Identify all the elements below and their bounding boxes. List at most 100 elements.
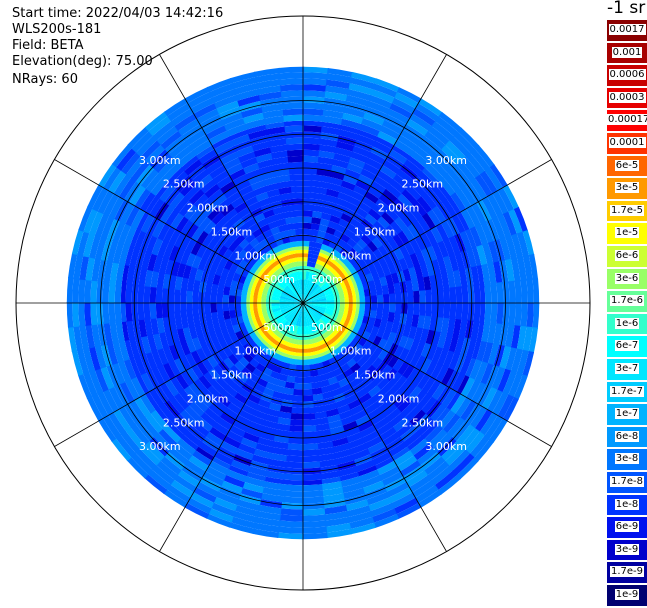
range-bin	[244, 118, 266, 130]
range-bin	[149, 148, 170, 169]
range-bin	[348, 196, 362, 208]
range-bin	[438, 111, 462, 133]
range-bin	[303, 78, 328, 86]
range-bin	[295, 228, 304, 236]
range-bin	[212, 169, 231, 184]
range-bin	[443, 303, 451, 320]
range-bin	[213, 253, 224, 266]
range-bin	[414, 235, 427, 252]
range-bin	[441, 272, 450, 289]
range-bin	[240, 487, 263, 500]
range-bin	[358, 469, 380, 483]
range-bin	[302, 431, 318, 439]
range-bin	[490, 282, 498, 304]
range-bin	[322, 109, 345, 119]
range-bin	[325, 307, 334, 313]
range-bin	[346, 163, 364, 175]
range-bin	[393, 247, 405, 261]
range-bin	[194, 268, 204, 282]
range-bin	[326, 299, 335, 304]
range-bin	[327, 343, 335, 350]
range-bin	[196, 108, 220, 125]
range-bin	[128, 399, 146, 421]
range-bin	[268, 138, 288, 148]
range-bin	[255, 153, 274, 164]
range-bin	[183, 502, 210, 519]
range-bin	[274, 251, 282, 257]
range-bin	[302, 490, 324, 498]
range-bin	[341, 180, 357, 191]
field-label: Field: BETA	[12, 38, 84, 53]
range-bin	[318, 252, 325, 258]
range-bin	[431, 121, 455, 142]
range-bin	[346, 329, 353, 337]
range-bin	[487, 262, 497, 285]
range-bin	[420, 396, 437, 415]
range-bin	[138, 267, 148, 287]
range-bin	[314, 275, 322, 284]
range-bin	[385, 224, 398, 239]
range-bin	[280, 230, 290, 239]
range-bin	[283, 387, 294, 395]
range-bin	[320, 281, 329, 290]
range-bin	[294, 339, 300, 345]
range-bin	[379, 319, 388, 331]
range-bin	[228, 380, 242, 393]
range-bin	[316, 320, 325, 329]
range-bin	[466, 248, 477, 269]
range-bin	[298, 257, 304, 262]
range-bin	[379, 165, 398, 180]
range-bin	[67, 325, 78, 353]
range-bin	[246, 124, 267, 135]
range-bin	[223, 335, 234, 347]
range-bin	[417, 171, 436, 189]
range-bin	[481, 342, 494, 364]
azimuth-spoke	[302, 54, 447, 304]
range-bin	[404, 255, 415, 270]
range-bin	[441, 388, 457, 409]
range-bin	[180, 369, 194, 386]
range-bin	[371, 389, 386, 403]
range-bin	[364, 380, 378, 393]
colorbar-level-label: 1.7e-8	[609, 476, 645, 487]
range-bin	[123, 358, 137, 380]
range-bin	[319, 144, 337, 154]
range-bin	[373, 175, 391, 190]
range-bin	[319, 464, 339, 474]
range-bin	[339, 306, 345, 312]
colorbar-level: 1.7e-9	[607, 562, 647, 585]
range-bin	[259, 357, 269, 368]
range-bin	[220, 180, 237, 194]
range-bin	[492, 323, 503, 346]
range-bin	[97, 417, 117, 442]
range-bin	[320, 476, 341, 485]
range-bin	[473, 303, 481, 323]
range-bin	[217, 284, 225, 295]
range-bin	[78, 278, 86, 303]
range-bin	[121, 264, 130, 285]
colorbar-level: 1e-6	[607, 313, 647, 337]
range-bin	[406, 434, 425, 451]
range-bin	[269, 324, 276, 331]
range-bin	[448, 235, 461, 255]
range-bin	[112, 341, 124, 364]
colorbar-level-label: 1.7e-5	[609, 204, 645, 216]
range-bin	[139, 444, 161, 466]
range-bin	[479, 170, 499, 195]
range-bin	[171, 170, 189, 189]
range-bin	[269, 274, 276, 282]
range-bin	[279, 351, 287, 357]
range-bin	[86, 395, 104, 422]
range-bin	[217, 244, 229, 257]
range-bin	[193, 193, 210, 209]
range-bin	[327, 327, 335, 335]
range-bin	[109, 321, 119, 344]
range-bin	[497, 187, 515, 213]
range-bin	[306, 266, 311, 272]
range-bin	[272, 293, 281, 299]
range-bin	[253, 302, 258, 309]
range-bin	[168, 140, 190, 159]
range-ring-label: 1.50km	[354, 369, 396, 382]
range-bin	[262, 419, 278, 430]
range-bin	[469, 226, 483, 248]
